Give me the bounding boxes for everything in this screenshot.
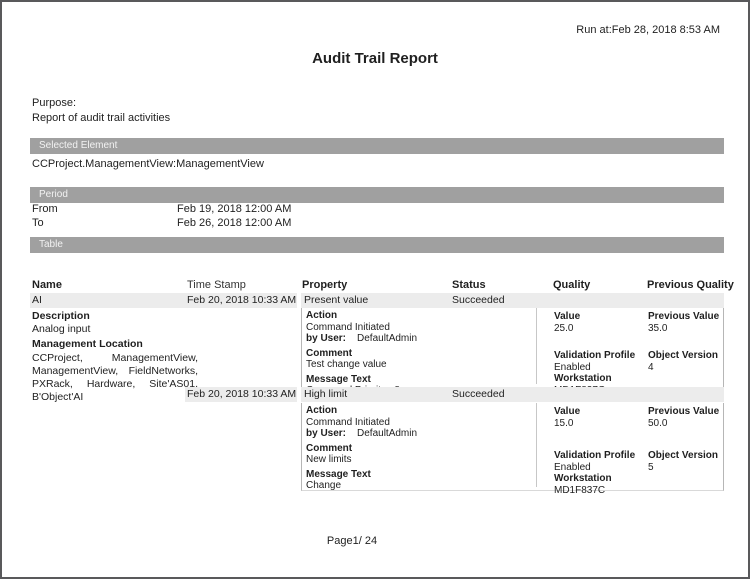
value: 15.0 [554,417,574,429]
previous-value: 35.0 [648,322,668,334]
period-from-value: Feb 19, 2018 12:00 AM [177,203,292,215]
entry-status: Succeeded [452,294,505,306]
column-header-name: Name [32,279,62,291]
object-version-value: 4 [648,361,654,373]
column-header-quality: Quality [553,279,591,291]
value: 25.0 [554,322,574,334]
action-label: Action [306,310,338,321]
report-title: Audit Trail Report [312,50,438,67]
management-location-value: CCProject, ManagementView, ManagementVie… [32,352,198,403]
object-version-value: 5 [648,461,654,473]
previous-value-label: Previous Value [648,311,720,322]
column-header-previous-quality: Previous Quality [647,279,734,291]
action-value: Command Initiated [306,321,390,333]
message-text-value: Change [306,480,342,491]
management-location-label: Management Location [32,338,143,350]
detail-column-divider [536,403,537,487]
table-row: Present value Succeeded [301,293,724,308]
message-text-label: Message Text [306,373,371,385]
validation-profile-label: Validation Profile [554,450,636,461]
column-header-property: Property [302,279,348,291]
by-user-label: by User: [306,333,347,344]
comment-value: New limits [306,454,352,465]
value-label: Value [554,406,581,417]
message-text-label: Message Text [306,468,371,480]
description-label: Description [32,310,90,322]
detail-left-column: Action Command Initiated by User: Default… [306,405,531,496]
entry-status: Succeeded [452,388,505,400]
previous-value: 50.0 [648,417,668,429]
comment-label: Comment [306,442,353,454]
validation-profile-label: Validation Profile [554,350,636,361]
previous-value-label: Previous Value [648,406,720,417]
workstation-label: Workstation [554,373,612,384]
period-to-value: Feb 26, 2018 12:00 AM [177,217,292,229]
validation-profile-value: Enabled [554,361,591,373]
action-value: Command Initiated [306,416,390,428]
section-header-period: Period [30,187,724,203]
validation-profile-value: Enabled [554,461,591,473]
object-version-label: Object Version [648,350,719,361]
by-user-line: by User: DefaultAdmin [306,333,531,345]
by-user-value: DefaultAdmin [357,428,418,439]
run-at-timestamp: Run at:Feb 28, 2018 8:53 AM [576,24,720,36]
comment-value: Test change value [306,359,387,370]
column-header-timestamp: Time Stamp [187,279,246,291]
value-label: Value [554,311,581,322]
entry-name: AI [32,294,42,306]
detail-column-divider [536,308,537,384]
previous-quality-column: Previous Value 35.0 Object Version 4 [648,311,723,377]
page-number: Page1/ 24 [326,535,378,547]
by-user-label: by User: [306,428,347,439]
previous-quality-column: Previous Value 50.0 Object Version 5 [648,406,723,477]
by-user-line: by User: DefaultAdmin [306,428,531,440]
entry-timestamp: Feb 20, 2018 10:33 AM [187,388,297,400]
entry-timestamp: Feb 20, 2018 10:33 AM [187,294,297,306]
purpose-label: Purpose: [32,97,77,109]
object-version-label: Object Version [648,450,719,461]
table-row: Feb 20, 2018 10:33 AM [185,387,297,402]
section-header-selected-element: Selected Element [30,138,724,154]
workstation-value: MD1F837C [554,484,606,496]
table-row: AI Feb 20, 2018 10:33 AM [30,293,297,308]
period-from-label: From [32,203,58,215]
period-to-label: To [32,217,44,229]
quality-column: Value 15.0 Validation Profile Enabled Wo… [554,406,644,500]
action-label: Action [306,405,338,416]
by-user-value: DefaultAdmin [357,333,418,344]
description-value: Analog input [32,323,91,335]
selected-element-value: CCProject.ManagementView:ManagementView [32,158,264,170]
purpose-text: Report of audit trail activities [32,112,171,124]
table-row: High limit Succeeded [301,387,724,402]
entry-property: Present value [304,294,369,306]
entry-property: High limit [304,388,348,400]
name-details: Description Analog input Management Loca… [32,310,198,404]
column-header-status: Status [452,279,486,291]
comment-label: Comment [306,347,353,359]
entry-detail-block: Action Command Initiated by User: Default… [301,403,724,495]
workstation-label: Workstation [554,473,612,484]
section-header-table: Table [30,237,724,253]
entry-detail-block: Action Command Initiated by User: Default… [301,308,724,396]
